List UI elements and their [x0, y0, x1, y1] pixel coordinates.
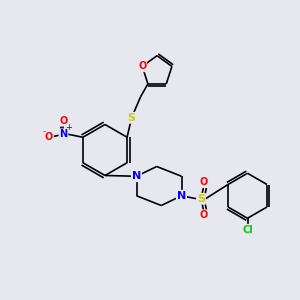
Text: Cl: Cl [242, 225, 253, 235]
Text: -: - [42, 127, 45, 136]
Text: O: O [59, 116, 68, 126]
Text: N: N [59, 129, 68, 139]
Text: S: S [128, 113, 136, 123]
Text: N: N [177, 191, 186, 201]
Text: O: O [200, 210, 208, 220]
Text: N: N [132, 171, 141, 181]
Text: +: + [65, 123, 72, 132]
Text: O: O [200, 177, 208, 187]
Text: O: O [138, 61, 146, 71]
Text: S: S [197, 194, 205, 204]
Text: O: O [45, 132, 53, 142]
